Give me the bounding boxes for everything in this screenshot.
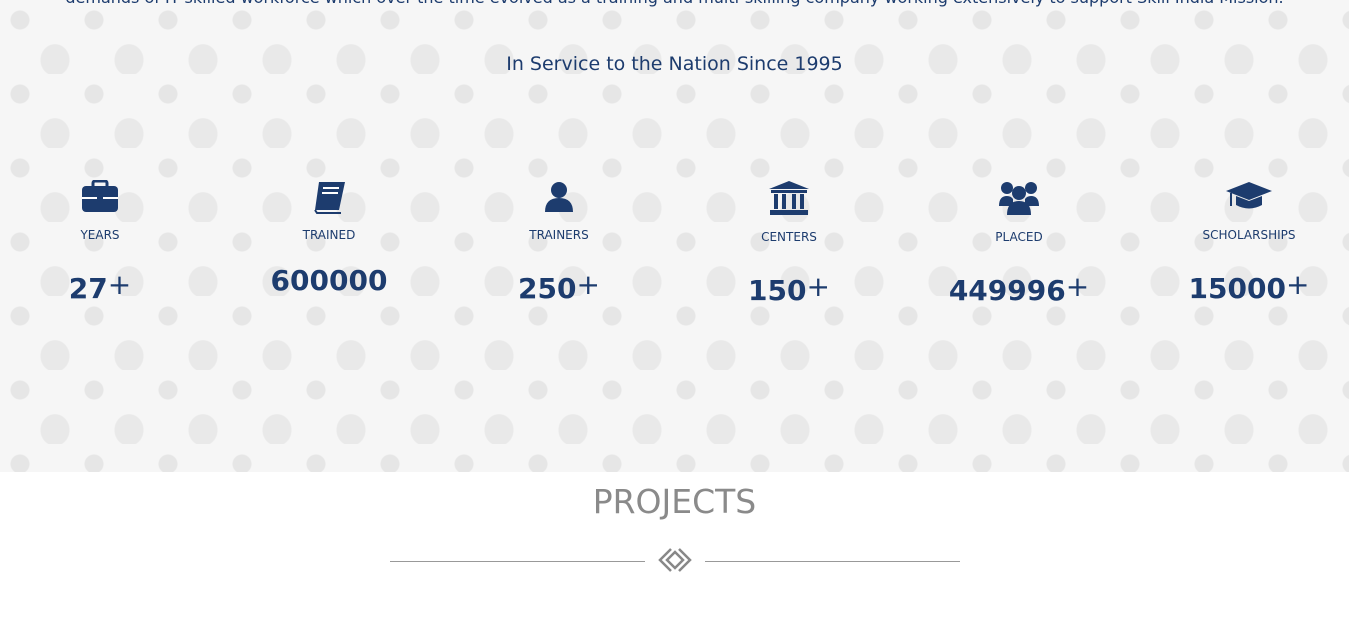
stat: SCHOLARSHIPS 15000+ xyxy=(1139,180,1349,305)
pattern-band xyxy=(0,0,1349,472)
icon xyxy=(999,182,1039,215)
stat-value: 15000+ xyxy=(1139,268,1349,305)
stat-number: 250 xyxy=(518,272,577,305)
divider-line xyxy=(705,561,960,562)
stat-number: 449996 xyxy=(948,274,1066,307)
stat-label: SCHOLARSHIPS xyxy=(1202,228,1296,242)
section-title: PROJECTS xyxy=(592,482,757,521)
stat-value: 150+ xyxy=(679,270,899,307)
stat-label: CENTERS xyxy=(761,230,817,244)
stat: PLACED 449996+ xyxy=(909,180,1129,307)
stat-number: 150 xyxy=(748,274,807,307)
stat-value: 600000 xyxy=(219,264,439,297)
stat-suffix: + xyxy=(107,268,132,301)
icon xyxy=(769,181,809,215)
stat-suffix: + xyxy=(806,270,830,303)
tagline: In Service to the Nation Since 1995 xyxy=(506,53,843,75)
divider-ornament xyxy=(658,548,692,572)
intro-text: demands of IT skilled workforce which ov… xyxy=(0,0,1349,7)
stat-suffix: + xyxy=(576,268,600,301)
stat-number: 15000 xyxy=(1188,272,1286,305)
stat-label: YEARS xyxy=(80,228,120,242)
icon xyxy=(545,182,573,212)
stat-label: PLACED xyxy=(995,230,1043,244)
stat-suffix: + xyxy=(1065,270,1090,303)
stat-value: 27+ xyxy=(0,268,210,305)
icon xyxy=(82,180,118,212)
stat-value: 449996+ xyxy=(909,270,1129,307)
stat-value: 250+ xyxy=(449,268,669,305)
stat-number: 27 xyxy=(68,272,108,305)
stat-label: TRAINED xyxy=(302,228,356,242)
stat-label: TRAINERS xyxy=(529,228,589,242)
stat: TRAINED 600000 xyxy=(219,180,439,297)
stat: CENTERS 150+ xyxy=(679,180,899,307)
stat: TRAINERS 250+ xyxy=(449,180,669,305)
icon xyxy=(1226,182,1272,209)
stat-suffix: + xyxy=(1285,268,1310,301)
stat: YEARS 27+ xyxy=(0,180,210,305)
icon xyxy=(314,182,345,214)
stat-number: 600000 xyxy=(270,264,388,297)
divider-line xyxy=(390,561,645,562)
